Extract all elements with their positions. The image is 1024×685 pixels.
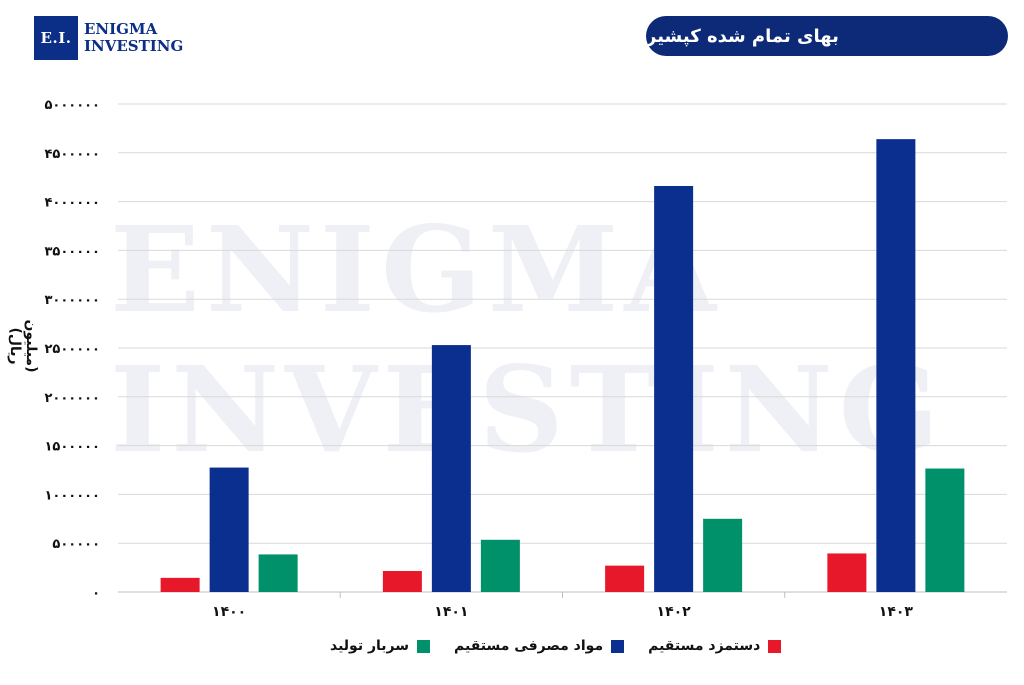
legend-swatch [417, 639, 431, 653]
bar [827, 553, 867, 592]
logo-mark: E.I. [34, 16, 78, 60]
y-tick-label: ۰ [92, 586, 100, 601]
bar [703, 518, 743, 592]
bar [654, 185, 694, 592]
legend-item: مواد مصرفی مستقیم [454, 638, 625, 654]
x-tick-label: ۱۴۰۰ [212, 604, 246, 620]
y-tick-label: ۲۵۰۰۰۰۰ [44, 342, 100, 357]
legend-label: دستمزد مستقیم [648, 638, 761, 654]
bar [382, 571, 422, 592]
bar [925, 468, 965, 592]
x-tick-label: ۱۴۰۳ [879, 604, 914, 620]
y-tick-label: ۵۰۰۰۰۰۰ [44, 98, 100, 113]
x-tick-label: ۱۴۰۲ [657, 604, 692, 620]
legend-swatch [768, 639, 782, 653]
logo-line-2: Investing [84, 37, 184, 55]
x-tick-label: ۱۴۰۱ [434, 604, 468, 620]
bar [876, 139, 916, 593]
bar [431, 345, 471, 592]
legend-label: سربار تولید [330, 638, 410, 654]
legend-label: مواد مصرفی مستقیم [454, 638, 604, 654]
legend-item: دستمزد مستقیم [648, 638, 782, 654]
bar [160, 577, 200, 592]
y-tick-label: ۵۰۰۰۰۰ [52, 537, 100, 552]
logo-text: Enigma Investing [84, 21, 183, 55]
chart-title: بهای تمام شده کپشیر [646, 16, 1008, 56]
y-tick-label: ۱۵۰۰۰۰۰ [44, 440, 100, 455]
y-tick-label: ۴۰۰۰۰۰۰ [44, 196, 100, 211]
legend: دستمزد مستقیم مواد مصرفی مستقیم سربار تولی… [330, 638, 782, 654]
y-tick-label: ۱۰۰۰۰۰۰ [44, 488, 100, 503]
bar [480, 539, 520, 592]
bar [209, 467, 249, 592]
legend-item: سربار تولید [330, 638, 431, 654]
y-tick-label: ۴۵۰۰۰۰۰ [44, 147, 100, 162]
legend-swatch [611, 639, 625, 653]
y-tick-label: ۳۰۰۰۰۰۰ [44, 293, 100, 308]
y-tick-label: ۳۵۰۰۰۰۰ [44, 244, 100, 259]
bar [605, 565, 645, 592]
bar [258, 554, 298, 592]
brand-logo: E.I. Enigma Investing [34, 16, 183, 60]
y-tick-label: ۲۰۰۰۰۰۰ [44, 391, 100, 406]
logo-line-1: Enigma [84, 20, 158, 38]
